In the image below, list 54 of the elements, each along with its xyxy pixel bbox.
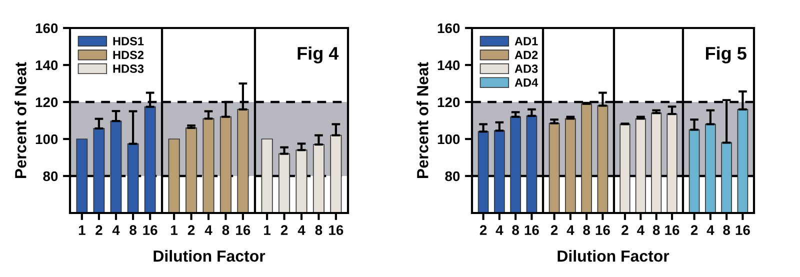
y-tick-label: 140: [36, 60, 58, 70]
x-tick-label: 8: [130, 225, 136, 236]
x-tick-label: 2: [622, 225, 628, 235]
legend-label: HDS2: [113, 50, 144, 60]
x-axis-title: Dilution Factor: [558, 250, 670, 262]
x-axis-title: Dilution Factor: [154, 250, 266, 262]
legend-label: AD4: [514, 78, 538, 87]
x-tick-label: 4: [204, 225, 212, 235]
x-tick-label: 8: [222, 225, 230, 236]
x-tick-label: 4: [496, 225, 504, 235]
x-tick-label: 2: [480, 225, 487, 235]
x-tick-label: 16: [736, 225, 750, 236]
x-tick-label: 1: [264, 225, 271, 235]
y-tick-label: 160: [438, 23, 460, 34]
x-tick-label: 2: [550, 225, 558, 235]
y-tick-label: 160: [36, 23, 58, 34]
annotation: Fig 4: [298, 46, 339, 64]
x-tick-label: 16: [329, 225, 344, 236]
x-tick-label: 4: [298, 225, 306, 235]
x-tick-label: 16: [596, 225, 610, 236]
x-tick-label: 2: [96, 225, 102, 235]
x-tick-label: 2: [280, 225, 288, 235]
x-tick-label: 8: [723, 225, 730, 236]
x-tick-label: 16: [665, 225, 680, 236]
annotation: Fig 5: [706, 46, 746, 64]
y-axis-title: Percent of Neat: [416, 62, 428, 178]
legend-label: HDS1: [113, 36, 144, 46]
x-tick-label: 1: [171, 225, 178, 235]
x-tick-label: 4: [566, 225, 574, 235]
y-tick-label: 100: [438, 134, 460, 144]
legend-label: AD2: [514, 50, 538, 60]
y-tick-label: 140: [438, 60, 460, 70]
x-tick-label: 4: [706, 225, 714, 235]
legend-label: AD3: [514, 64, 538, 73]
legend-label: HDS3: [113, 64, 144, 73]
x-tick-label: 16: [236, 225, 250, 236]
y-tick-label: 80: [445, 171, 460, 182]
y-tick-label: 120: [438, 97, 460, 108]
legend-label: AD1: [514, 37, 538, 46]
x-tick-label: 8: [652, 225, 660, 236]
y-tick-label: 100: [36, 134, 58, 144]
y-tick-label: 80: [43, 171, 58, 182]
x-tick-label: 16: [143, 225, 158, 236]
x-tick-label: 4: [637, 225, 644, 235]
x-tick-label: 8: [512, 225, 520, 236]
x-tick-label: 4: [112, 225, 120, 235]
y-axis-title: Percent of Neat: [14, 62, 26, 178]
x-tick-label: 1: [78, 225, 86, 235]
x-tick-label: 8: [315, 225, 322, 236]
x-tick-label: 8: [583, 225, 590, 236]
x-tick-label: 2: [188, 225, 195, 235]
x-tick-label: 2: [690, 225, 698, 235]
y-tick-label: 120: [36, 97, 58, 108]
x-tick-label: 16: [524, 225, 539, 236]
